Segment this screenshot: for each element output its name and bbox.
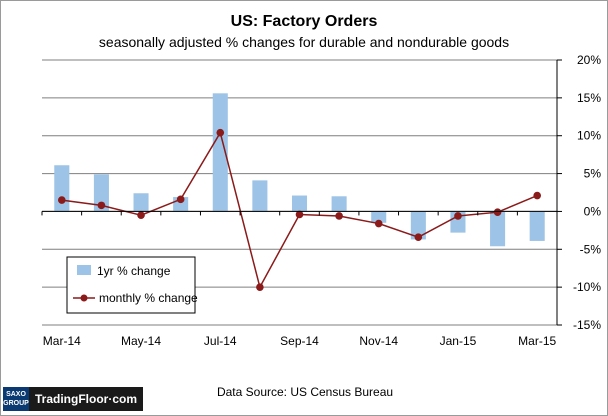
y-tick-label: -5%: [580, 242, 602, 256]
chart-title: US: Factory Orders: [231, 13, 378, 30]
bar-Sep-14: [291, 195, 308, 212]
bar-Mar-15: [529, 211, 545, 241]
x-tick-label: May-14: [121, 334, 161, 348]
point-Apr-14: [97, 201, 106, 210]
bar-Aug-14: [252, 180, 268, 212]
legend: 1yr % change monthly % change: [66, 256, 198, 314]
saxo-logo: SAXO GROUP: [3, 387, 29, 411]
legend-marker: [80, 294, 88, 302]
line-series: [58, 128, 541, 291]
point-Feb-15: [493, 208, 502, 216]
bar-series: [54, 93, 545, 247]
brand-wordmark: TradingFloor·com: [29, 387, 143, 411]
chart: US: Factory Orders seasonally adjusted %…: [41, 13, 601, 348]
bar-Feb-15: [490, 211, 506, 247]
chart-subtitle: seasonally adjusted % changes for durabl…: [99, 34, 509, 50]
x-tick-label: Jul-14: [204, 334, 237, 348]
bar-Oct-14: [331, 196, 347, 212]
point-Mar-15: [533, 191, 541, 200]
x-tick-label: Sep-14: [280, 334, 319, 348]
bar-Nov-14: [371, 211, 387, 223]
y-tick-label: -10%: [573, 280, 601, 294]
y-tick-label: 5%: [584, 167, 602, 181]
bar-Apr-14: [93, 174, 109, 212]
point-Jul-14: [216, 128, 225, 137]
point-Mar-14: [58, 196, 66, 204]
legend-label-1yr: 1yr % change: [97, 264, 171, 278]
point-Oct-14: [335, 212, 343, 220]
bar-Jul-14: [212, 93, 228, 212]
x-tick-label: Mar-15: [518, 334, 556, 348]
bar-Jan-15: [450, 211, 466, 233]
bar-Dec-14: [410, 211, 426, 240]
legend-label-monthly: monthly % change: [99, 291, 198, 305]
x-tick-label: Jan-15: [440, 334, 477, 348]
x-tick-label: Nov-14: [359, 334, 398, 348]
y-tick-label: 15%: [577, 91, 601, 105]
point-Sep-14: [295, 210, 304, 219]
legend-bar-swatch: [77, 265, 91, 275]
point-Jun-14: [176, 195, 185, 204]
y-tick-label: 0%: [584, 204, 602, 218]
data-source: Data Source: US Census Bureau: [216, 385, 394, 399]
x-tick-labels: Mar-14 May-14 Jul-14 Sep-14 Nov-14 Jan-15 Mar-…: [43, 334, 557, 348]
bar-May-14: [133, 193, 149, 212]
tradingfloor-logo: SAXO GROUP TradingFloor·com: [3, 387, 143, 411]
bar-Mar-14: [54, 165, 70, 212]
y-tick-label: 20%: [577, 53, 601, 67]
point-Nov-14: [374, 219, 383, 228]
point-Dec-14: [414, 233, 423, 241]
x-tick-label: Mar-14: [43, 334, 81, 348]
axes: [41, 59, 562, 326]
y-tick-label: -15%: [573, 318, 601, 332]
point-Aug-14: [256, 283, 264, 291]
point-Jan-15: [454, 212, 462, 220]
y-tick-label: 10%: [577, 129, 601, 143]
point-May-14: [137, 211, 145, 220]
y-tick-labels: 20% 15% 10% 5% 0% -5% -10% -15%: [573, 53, 601, 332]
